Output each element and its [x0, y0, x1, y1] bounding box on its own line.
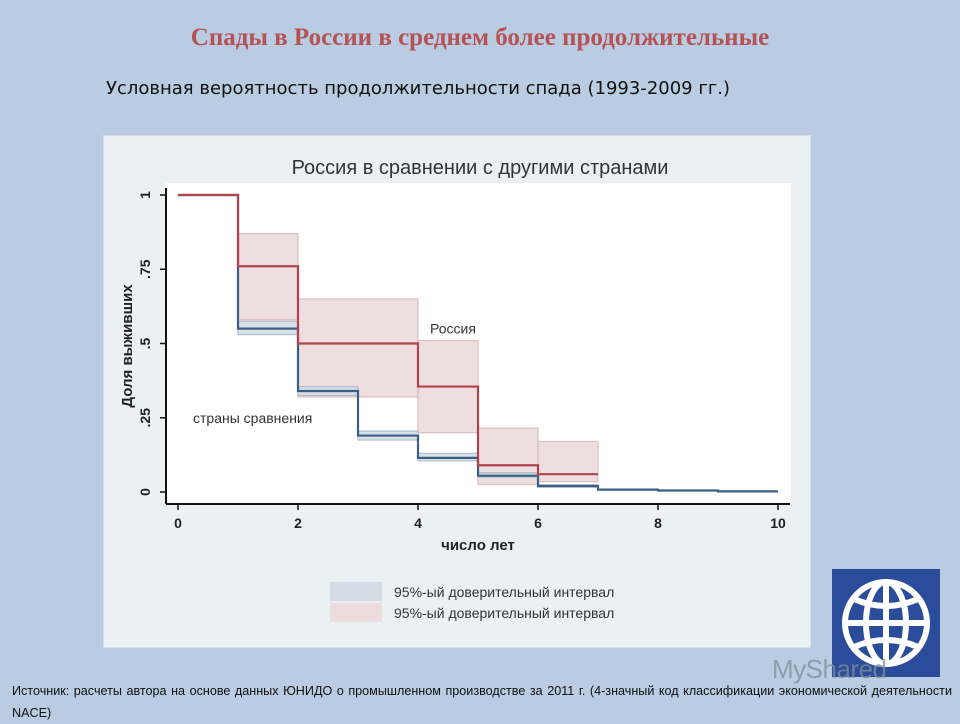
series-label: Россия: [430, 321, 476, 337]
step-line: [178, 193, 598, 476]
world-bank-logo: [832, 569, 940, 677]
x-tick-label: 8: [654, 515, 662, 531]
y-tick-label: 1: [137, 191, 153, 199]
chart-title: Россия в сравнении с другими странами: [292, 157, 669, 179]
legend-swatch: [330, 603, 382, 622]
legend-swatch: [330, 582, 382, 601]
y-tick-label: 0: [137, 488, 153, 496]
x-axis-label: число лет: [441, 537, 515, 554]
x-tick-label: 2: [294, 515, 302, 531]
watermark: MyShared: [772, 654, 887, 684]
series-label: страны сравнения: [193, 410, 312, 426]
ci-band: [237, 233, 299, 321]
globe-icon: [842, 579, 930, 667]
slide-subtitle: Условная вероятность продолжительности с…: [106, 78, 731, 99]
x-tick-label: 0: [174, 515, 182, 531]
x-tick-label: 6: [534, 515, 542, 531]
slide-title: Спады в России в среднем более продолжит…: [190, 24, 770, 51]
y-tick-label: .75: [137, 259, 153, 279]
y-tick-label: .5: [137, 337, 153, 349]
x-tick-label: 10: [770, 515, 786, 531]
y-axis-label: Доля выживших: [119, 284, 136, 408]
legend-label: 95%-ый доверительный интервал: [394, 584, 614, 600]
legend-label: 95%-ый доверительный интервал: [394, 605, 614, 621]
survival-chart: Россия в сравнении с другими странами стр…: [119, 157, 791, 622]
x-tick-label: 4: [414, 515, 422, 531]
source-note: Источник: расчеты автора на основе данны…: [12, 684, 952, 720]
y-tick-label: .25: [137, 408, 153, 428]
ci-band: [537, 440, 599, 483]
chart-panel: Россия в сравнении с другими странами стр…: [103, 135, 811, 648]
ci-band: [297, 298, 419, 398]
